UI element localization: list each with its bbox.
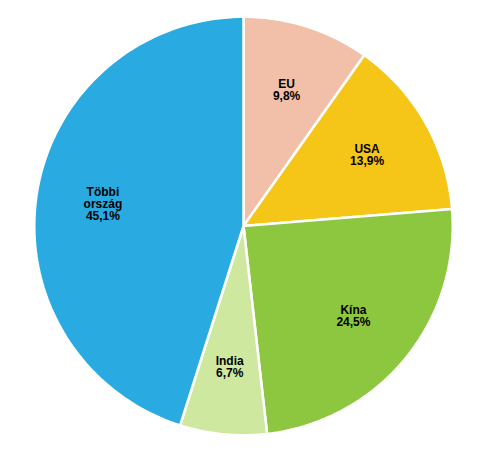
- svg-text:India6,7%: India6,7%: [216, 354, 244, 380]
- svg-text:Többiország45,1%: Többiország45,1%: [84, 185, 123, 223]
- svg-text:Kína24,5%: Kína24,5%: [336, 303, 370, 329]
- svg-text:USA13,9%: USA13,9%: [350, 142, 384, 168]
- svg-text:EU9,8%: EU9,8%: [273, 77, 301, 103]
